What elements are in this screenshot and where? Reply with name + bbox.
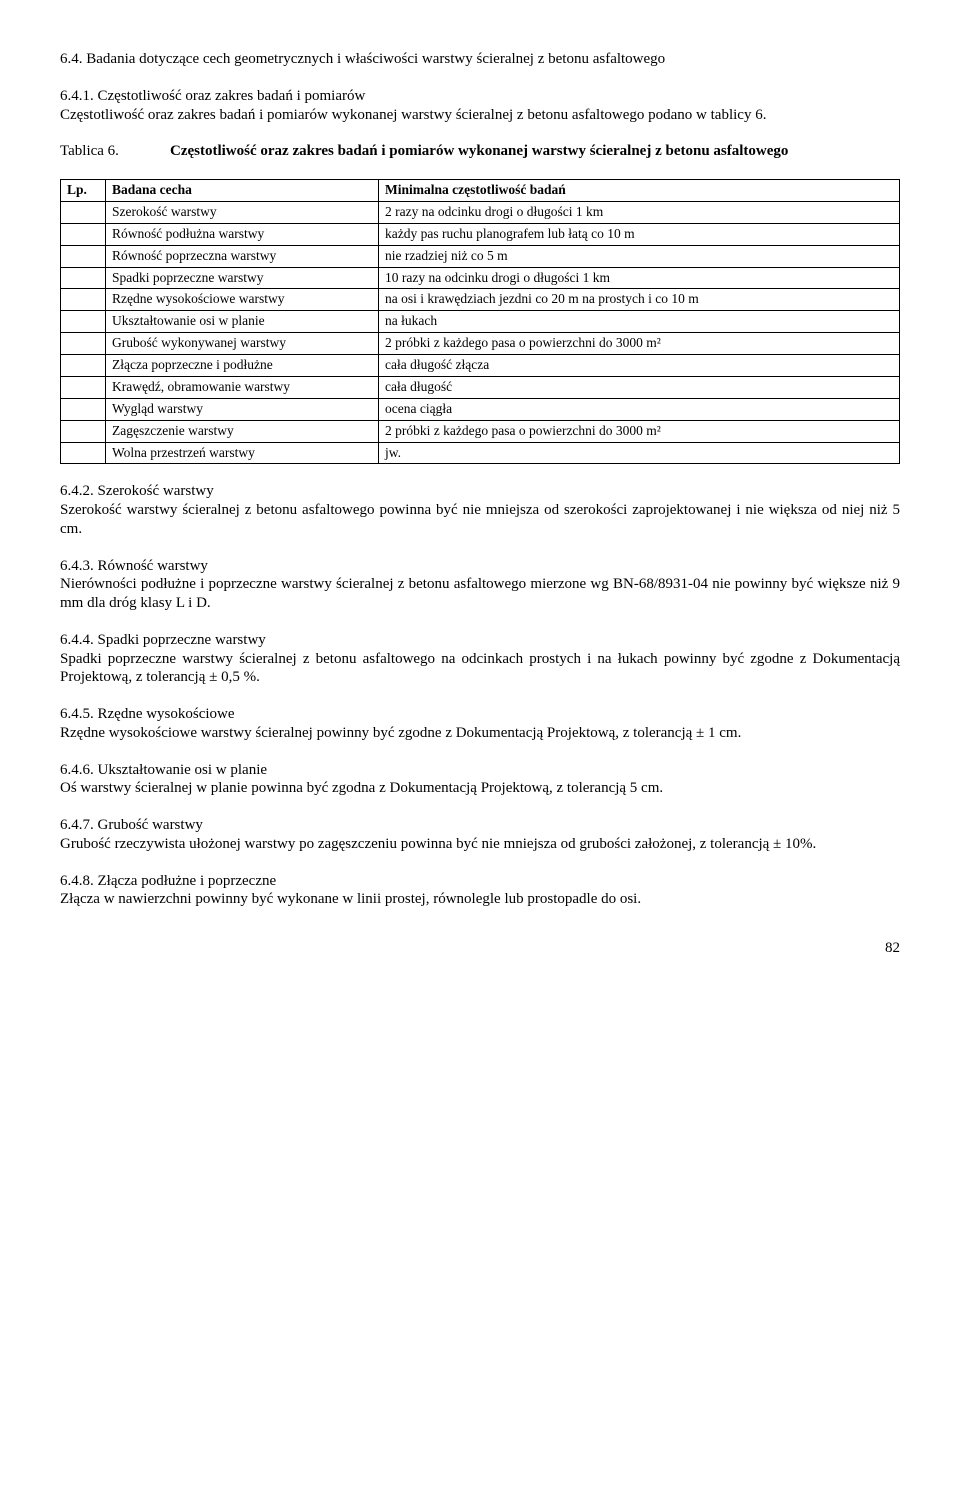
cell-czest: każdy pas ruchu planografem lub łatą co … — [379, 223, 900, 245]
header-lp: Lp. — [61, 180, 106, 202]
table-row: Zagęszczenie warstwy2 próbki z każdego p… — [61, 420, 900, 442]
section-6-4-7: 6.4.7. Grubość warstwy Grubość rzeczywis… — [60, 816, 900, 854]
section-6-4-3: 6.4.3. Równość warstwy Nierówności podłu… — [60, 557, 900, 613]
cell-lp — [61, 267, 106, 289]
section-6-4-4: 6.4.4. Spadki poprzeczne warstwy Spadki … — [60, 631, 900, 687]
body-6-4-1: Częstotliwość oraz zakres badań i pomiar… — [60, 106, 900, 125]
body-6-4-3: Nierówności podłużne i poprzeczne warstw… — [60, 575, 900, 613]
cell-czest: 10 razy na odcinku drogi o długości 1 km — [379, 267, 900, 289]
section-heading-6-4: 6.4. Badania dotyczące cech geometryczny… — [60, 50, 900, 69]
table-caption: Częstotliwość oraz zakres badań i pomiar… — [170, 142, 900, 161]
cell-cecha: Wygląd warstwy — [106, 398, 379, 420]
heading-6-4-6: 6.4.6. Ukształtowanie osi w planie — [60, 761, 900, 780]
heading-6-4-7: 6.4.7. Grubość warstwy — [60, 816, 900, 835]
section-6-4-6: 6.4.6. Ukształtowanie osi w planie Oś wa… — [60, 761, 900, 799]
cell-cecha: Spadki poprzeczne warstwy — [106, 267, 379, 289]
cell-lp — [61, 355, 106, 377]
section-6-4-1: 6.4.1. Częstotliwość oraz zakres badań i… — [60, 87, 900, 125]
cell-cecha: Złącza poprzeczne i podłużne — [106, 355, 379, 377]
cell-lp — [61, 289, 106, 311]
cell-czest: 2 razy na odcinku drogi o długości 1 km — [379, 201, 900, 223]
table-label: Tablica 6. — [60, 142, 170, 161]
header-cecha: Badana cecha — [106, 180, 379, 202]
body-6-4-4: Spadki poprzeczne warstwy ścieralnej z b… — [60, 650, 900, 688]
cell-czest: na osi i krawędziach jezdni co 20 m na p… — [379, 289, 900, 311]
cell-cecha: Ukształtowanie osi w planie — [106, 311, 379, 333]
cell-czest: cała długość złącza — [379, 355, 900, 377]
cell-czest: jw. — [379, 442, 900, 464]
cell-lp — [61, 420, 106, 442]
table-row: Wolna przestrzeń warstwyjw. — [61, 442, 900, 464]
cell-czest: 2 próbki z każdego pasa o powierzchni do… — [379, 420, 900, 442]
body-6-4-7: Grubość rzeczywista ułożonej warstwy po … — [60, 835, 900, 854]
cell-lp — [61, 442, 106, 464]
body-6-4-5: Rzędne wysokościowe warstwy ścieralnej p… — [60, 724, 900, 743]
cell-cecha: Grubość wykonywanej warstwy — [106, 333, 379, 355]
body-6-4-6: Oś warstwy ścieralnej w planie powinna b… — [60, 779, 900, 798]
cell-cecha: Wolna przestrzeń warstwy — [106, 442, 379, 464]
table-row: Grubość wykonywanej warstwy2 próbki z ka… — [61, 333, 900, 355]
cell-lp — [61, 333, 106, 355]
table-caption-row: Tablica 6. Częstotliwość oraz zakres bad… — [60, 142, 900, 161]
cell-cecha: Rzędne wysokościowe warstwy — [106, 289, 379, 311]
cell-lp — [61, 201, 106, 223]
cell-cecha: Zagęszczenie warstwy — [106, 420, 379, 442]
table-row: Ukształtowanie osi w planiena łukach — [61, 311, 900, 333]
table-row: Wygląd warstwyocena ciągła — [61, 398, 900, 420]
table-row: Równość podłużna warstwykażdy pas ruchu … — [61, 223, 900, 245]
heading-6-4-4: 6.4.4. Spadki poprzeczne warstwy — [60, 631, 900, 650]
heading-6-4-8: 6.4.8. Złącza podłużne i poprzeczne — [60, 872, 900, 891]
heading-6-4-5: 6.4.5. Rzędne wysokościowe — [60, 705, 900, 724]
header-czest: Minimalna częstotliwość badań — [379, 180, 900, 202]
cell-czest: cała długość — [379, 376, 900, 398]
heading-6-4-1: 6.4.1. Częstotliwość oraz zakres badań i… — [60, 87, 900, 106]
cell-cecha: Równość poprzeczna warstwy — [106, 245, 379, 267]
body-6-4-2: Szerokość warstwy ścieralnej z betonu as… — [60, 501, 900, 539]
table-row: Spadki poprzeczne warstwy10 razy na odci… — [61, 267, 900, 289]
table-header-row: Lp. Badana cecha Minimalna częstotliwość… — [61, 180, 900, 202]
section-6-4-2: 6.4.2. Szerokość warstwy Szerokość warst… — [60, 482, 900, 538]
cell-cecha: Szerokość warstwy — [106, 201, 379, 223]
cell-lp — [61, 245, 106, 267]
cell-lp — [61, 398, 106, 420]
heading-6-4-2: 6.4.2. Szerokość warstwy — [60, 482, 900, 501]
cell-lp — [61, 376, 106, 398]
body-6-4-8: Złącza w nawierzchni powinny być wykonan… — [60, 890, 900, 909]
cell-lp — [61, 223, 106, 245]
section-6-4-5: 6.4.5. Rzędne wysokościowe Rzędne wysoko… — [60, 705, 900, 743]
cell-lp — [61, 311, 106, 333]
table-row: Równość poprzeczna warstwynie rzadziej n… — [61, 245, 900, 267]
cell-cecha: Równość podłużna warstwy — [106, 223, 379, 245]
page-number: 82 — [60, 939, 900, 958]
table-row: Złącza poprzeczne i podłużnecała długość… — [61, 355, 900, 377]
cell-czest: 2 próbki z każdego pasa o powierzchni do… — [379, 333, 900, 355]
table-row: Rzędne wysokościowe warstwyna osi i kraw… — [61, 289, 900, 311]
cell-czest: nie rzadziej niż co 5 m — [379, 245, 900, 267]
heading-6-4-3: 6.4.3. Równość warstwy — [60, 557, 900, 576]
cell-czest: ocena ciągła — [379, 398, 900, 420]
table-row: Krawędź, obramowanie warstwycała długość — [61, 376, 900, 398]
cell-cecha: Krawędź, obramowanie warstwy — [106, 376, 379, 398]
table-row: Szerokość warstwy2 razy na odcinku drogi… — [61, 201, 900, 223]
cell-czest: na łukach — [379, 311, 900, 333]
frequency-table: Lp. Badana cecha Minimalna częstotliwość… — [60, 179, 900, 464]
section-6-4-8: 6.4.8. Złącza podłużne i poprzeczne Złąc… — [60, 872, 900, 910]
